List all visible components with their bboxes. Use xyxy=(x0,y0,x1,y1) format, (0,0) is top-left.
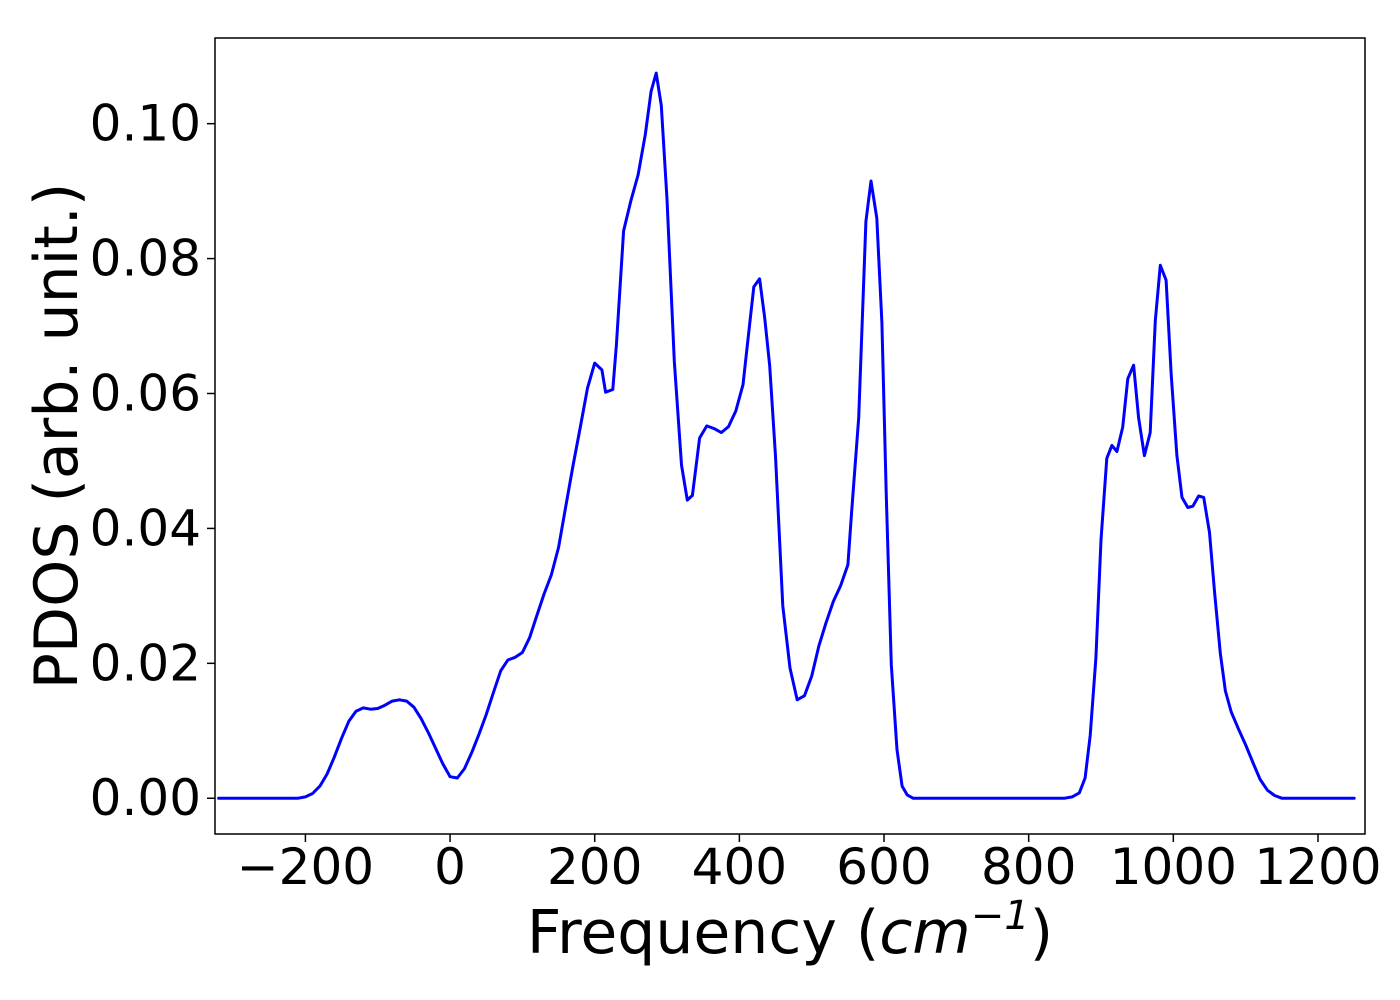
y-tick-label: 0.06 xyxy=(90,365,201,423)
y-tick-label: 0.04 xyxy=(90,499,201,557)
y-axis-label: PDOS (arb. unit.) xyxy=(22,183,92,690)
x-axis-label: Frequency (cm−1) xyxy=(527,893,1053,968)
y-tick-label: 0.10 xyxy=(90,95,201,153)
x-tick-label: 1000 xyxy=(1110,838,1237,896)
pdos-series-line xyxy=(217,71,1356,800)
x-tick-label: 0 xyxy=(434,838,466,896)
y-tick-label: 0.00 xyxy=(90,769,201,827)
y-axis-ticks: 0.00 0.02 0.04 0.06 0.08 0.10 xyxy=(90,95,215,827)
x-axis-ticks: −200 0 200 400 600 800 1000 1200 xyxy=(237,834,1382,896)
x-tick-label: 600 xyxy=(836,838,931,896)
x-tick-label: −200 xyxy=(237,838,374,896)
x-tick-label: 400 xyxy=(692,838,787,896)
x-tick-label: 200 xyxy=(547,838,642,896)
plot-area-frame xyxy=(214,37,1366,835)
y-tick-label: 0.02 xyxy=(90,634,201,692)
y-tick-label: 0.08 xyxy=(90,230,201,288)
x-tick-label: 1200 xyxy=(1254,838,1381,896)
x-tick-label: 800 xyxy=(981,838,1076,896)
